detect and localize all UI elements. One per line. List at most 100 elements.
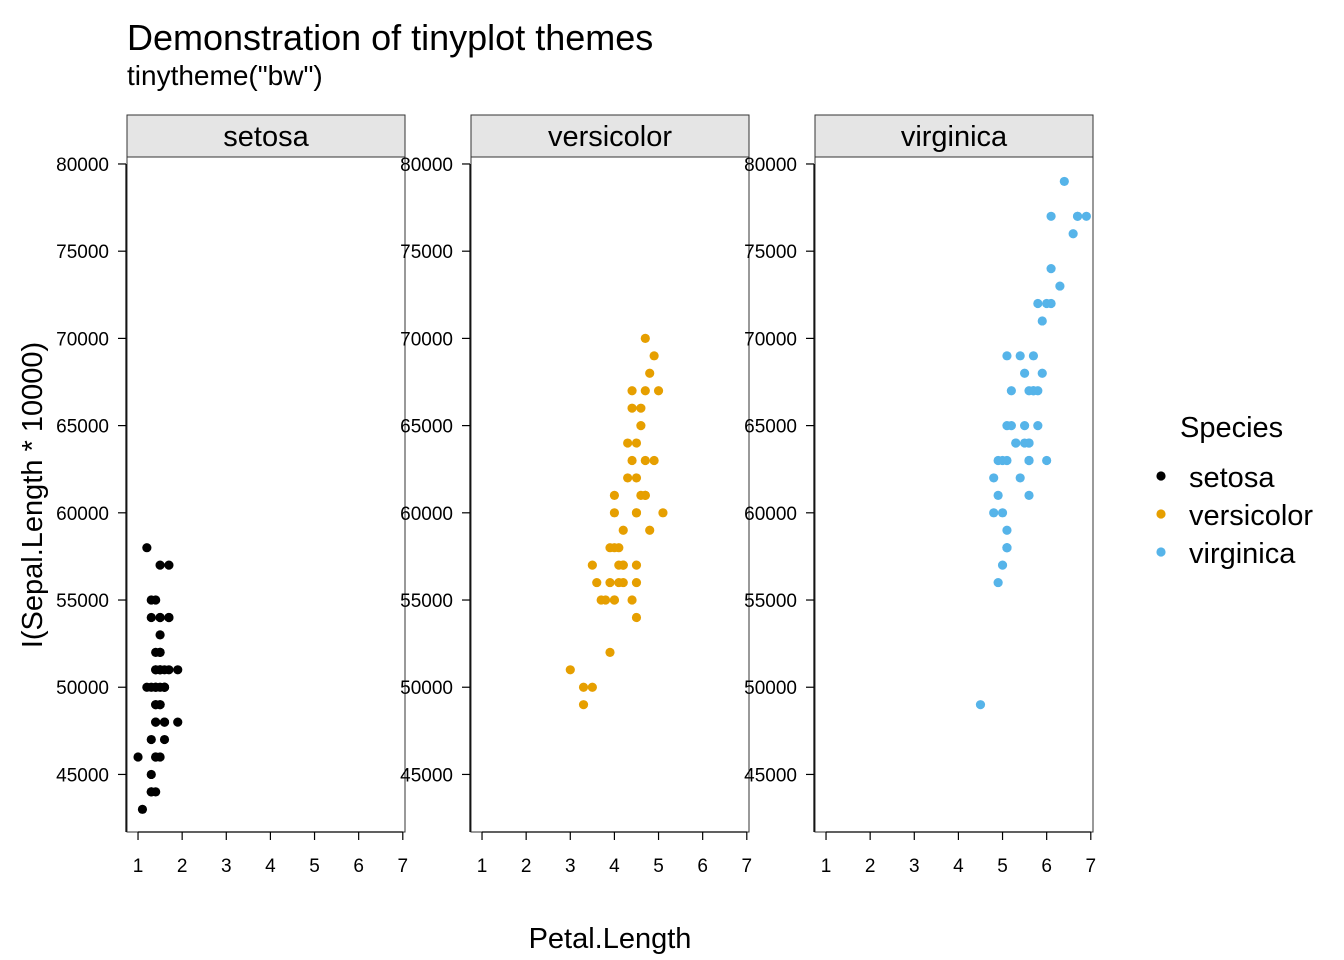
facet-panels: setosa4500050000550006000065000700007500… [56, 114, 1096, 877]
data-point-virginica [1020, 421, 1030, 431]
data-point-versicolor [618, 525, 628, 535]
y-tick-label: 70000 [56, 329, 109, 350]
y-tick-label: 60000 [56, 504, 109, 525]
y-tick-label: 65000 [56, 417, 109, 438]
data-point-virginica [1002, 351, 1012, 361]
y-tick-label: 75000 [744, 242, 797, 263]
y-tick-label: 50000 [400, 678, 453, 699]
legend-marker [1156, 547, 1166, 557]
data-point-versicolor [587, 560, 597, 570]
data-point-virginica [1059, 176, 1069, 187]
data-point-virginica [989, 508, 999, 518]
data-point-versicolor [636, 403, 646, 413]
x-tick-label: 4 [609, 856, 620, 877]
x-tick-label: 1 [821, 856, 832, 877]
data-point-setosa [146, 734, 156, 745]
data-point-setosa [151, 700, 161, 710]
x-tick-label: 3 [565, 856, 576, 877]
data-point-versicolor [640, 386, 650, 396]
y-tick-label: 70000 [400, 329, 453, 350]
data-point-virginica [1011, 438, 1021, 448]
data-point-versicolor [627, 455, 637, 466]
data-point-setosa [133, 752, 143, 762]
legend-marker [1156, 471, 1166, 481]
y-tick-label: 70000 [744, 329, 797, 350]
data-point-setosa [155, 560, 165, 570]
data-point-versicolor [640, 455, 650, 466]
data-point-virginica [993, 490, 1003, 500]
x-tick-label: 2 [865, 856, 876, 877]
data-point-versicolor [636, 421, 646, 431]
data-point-virginica [1028, 351, 1039, 361]
data-point-versicolor [631, 560, 642, 570]
data-point-virginica [1028, 386, 1039, 396]
x-tick-label: 5 [309, 856, 320, 877]
legend-item-versicolor: versicolor [1156, 500, 1313, 532]
data-point-versicolor [623, 438, 633, 448]
data-point-virginica [1024, 490, 1034, 500]
data-point-versicolor [605, 577, 615, 588]
data-point-setosa [159, 734, 170, 745]
y-tick-label: 80000 [744, 155, 797, 176]
legend-item-setosa: setosa [1156, 462, 1275, 494]
facet-strip [470, 114, 750, 158]
data-point-virginica [1024, 455, 1034, 466]
data-point-versicolor [640, 333, 650, 343]
y-tick-label: 50000 [744, 678, 797, 699]
facet-panel-virginica: virginica 45000 50000 55000 60000 65000 70000 7… [744, 114, 1096, 877]
data-point-setosa [146, 612, 156, 623]
data-point-versicolor [605, 647, 615, 657]
data-point-virginica [1002, 543, 1012, 553]
data-point-virginica [1055, 281, 1065, 291]
y-tick-label: 55000 [400, 591, 453, 612]
x-tick-label: 2 [521, 856, 532, 877]
data-point-setosa [151, 682, 161, 692]
data-point-setosa [137, 804, 148, 814]
data-point-virginica [989, 473, 999, 483]
y-tick-label: 80000 [400, 155, 453, 176]
data-point-virginica [1006, 421, 1016, 431]
data-point-versicolor [618, 577, 628, 588]
data-point-versicolor [627, 595, 637, 605]
y-tick-label: 65000 [400, 417, 453, 438]
legend-label: setosa [1189, 462, 1275, 494]
data-point-versicolor [587, 682, 597, 692]
x-tick-label: 1 [477, 856, 488, 877]
data-point-versicolor [596, 595, 606, 605]
x-tick-label: 4 [265, 856, 276, 877]
x-tick-label: 5 [997, 856, 1008, 877]
y-tick-label: 45000 [744, 765, 797, 786]
data-point-virginica [1072, 211, 1083, 221]
y-tick-label: 75000 [400, 242, 453, 263]
x-tick-label: 5 [653, 856, 664, 877]
data-point-virginica [1020, 438, 1030, 448]
data-point-versicolor [565, 665, 575, 675]
data-point-virginica [1033, 298, 1043, 309]
chart-subtitle: tinytheme("bw") [127, 60, 323, 91]
legend-items: setosa versicolor virginica [1156, 462, 1313, 570]
data-point-versicolor [645, 368, 655, 378]
data-point-setosa [164, 612, 174, 623]
facet-strip-label: versicolor [548, 121, 672, 153]
data-point-setosa [146, 769, 156, 780]
facet-panel-versicolor: versicolor 45000 50000 55000 60000 65000 70000… [400, 114, 752, 877]
data-point-versicolor [614, 560, 624, 570]
legend-item-virginica: virginica [1156, 538, 1296, 570]
chart-title: Demonstration of tinyplot themes [127, 17, 653, 58]
facet-strip [814, 114, 1094, 158]
data-point-virginica [993, 577, 1003, 588]
data-point-setosa [155, 647, 165, 657]
x-tick-label: 6 [1041, 856, 1052, 877]
data-point-virginica [1081, 211, 1091, 221]
x-tick-label: 4 [953, 856, 964, 877]
data-point-setosa [142, 543, 152, 553]
data-point-virginica [1068, 229, 1078, 239]
y-tick-label: 55000 [56, 591, 109, 612]
facet-strip [126, 114, 406, 158]
data-point-setosa [159, 682, 170, 692]
y-axis-title: I(Sepal.Length * 10000) [17, 342, 49, 648]
y-tick-label: 80000 [56, 155, 109, 176]
data-point-versicolor [631, 473, 642, 483]
facet-plot-area [814, 156, 1094, 833]
data-point-virginica [1020, 368, 1030, 378]
